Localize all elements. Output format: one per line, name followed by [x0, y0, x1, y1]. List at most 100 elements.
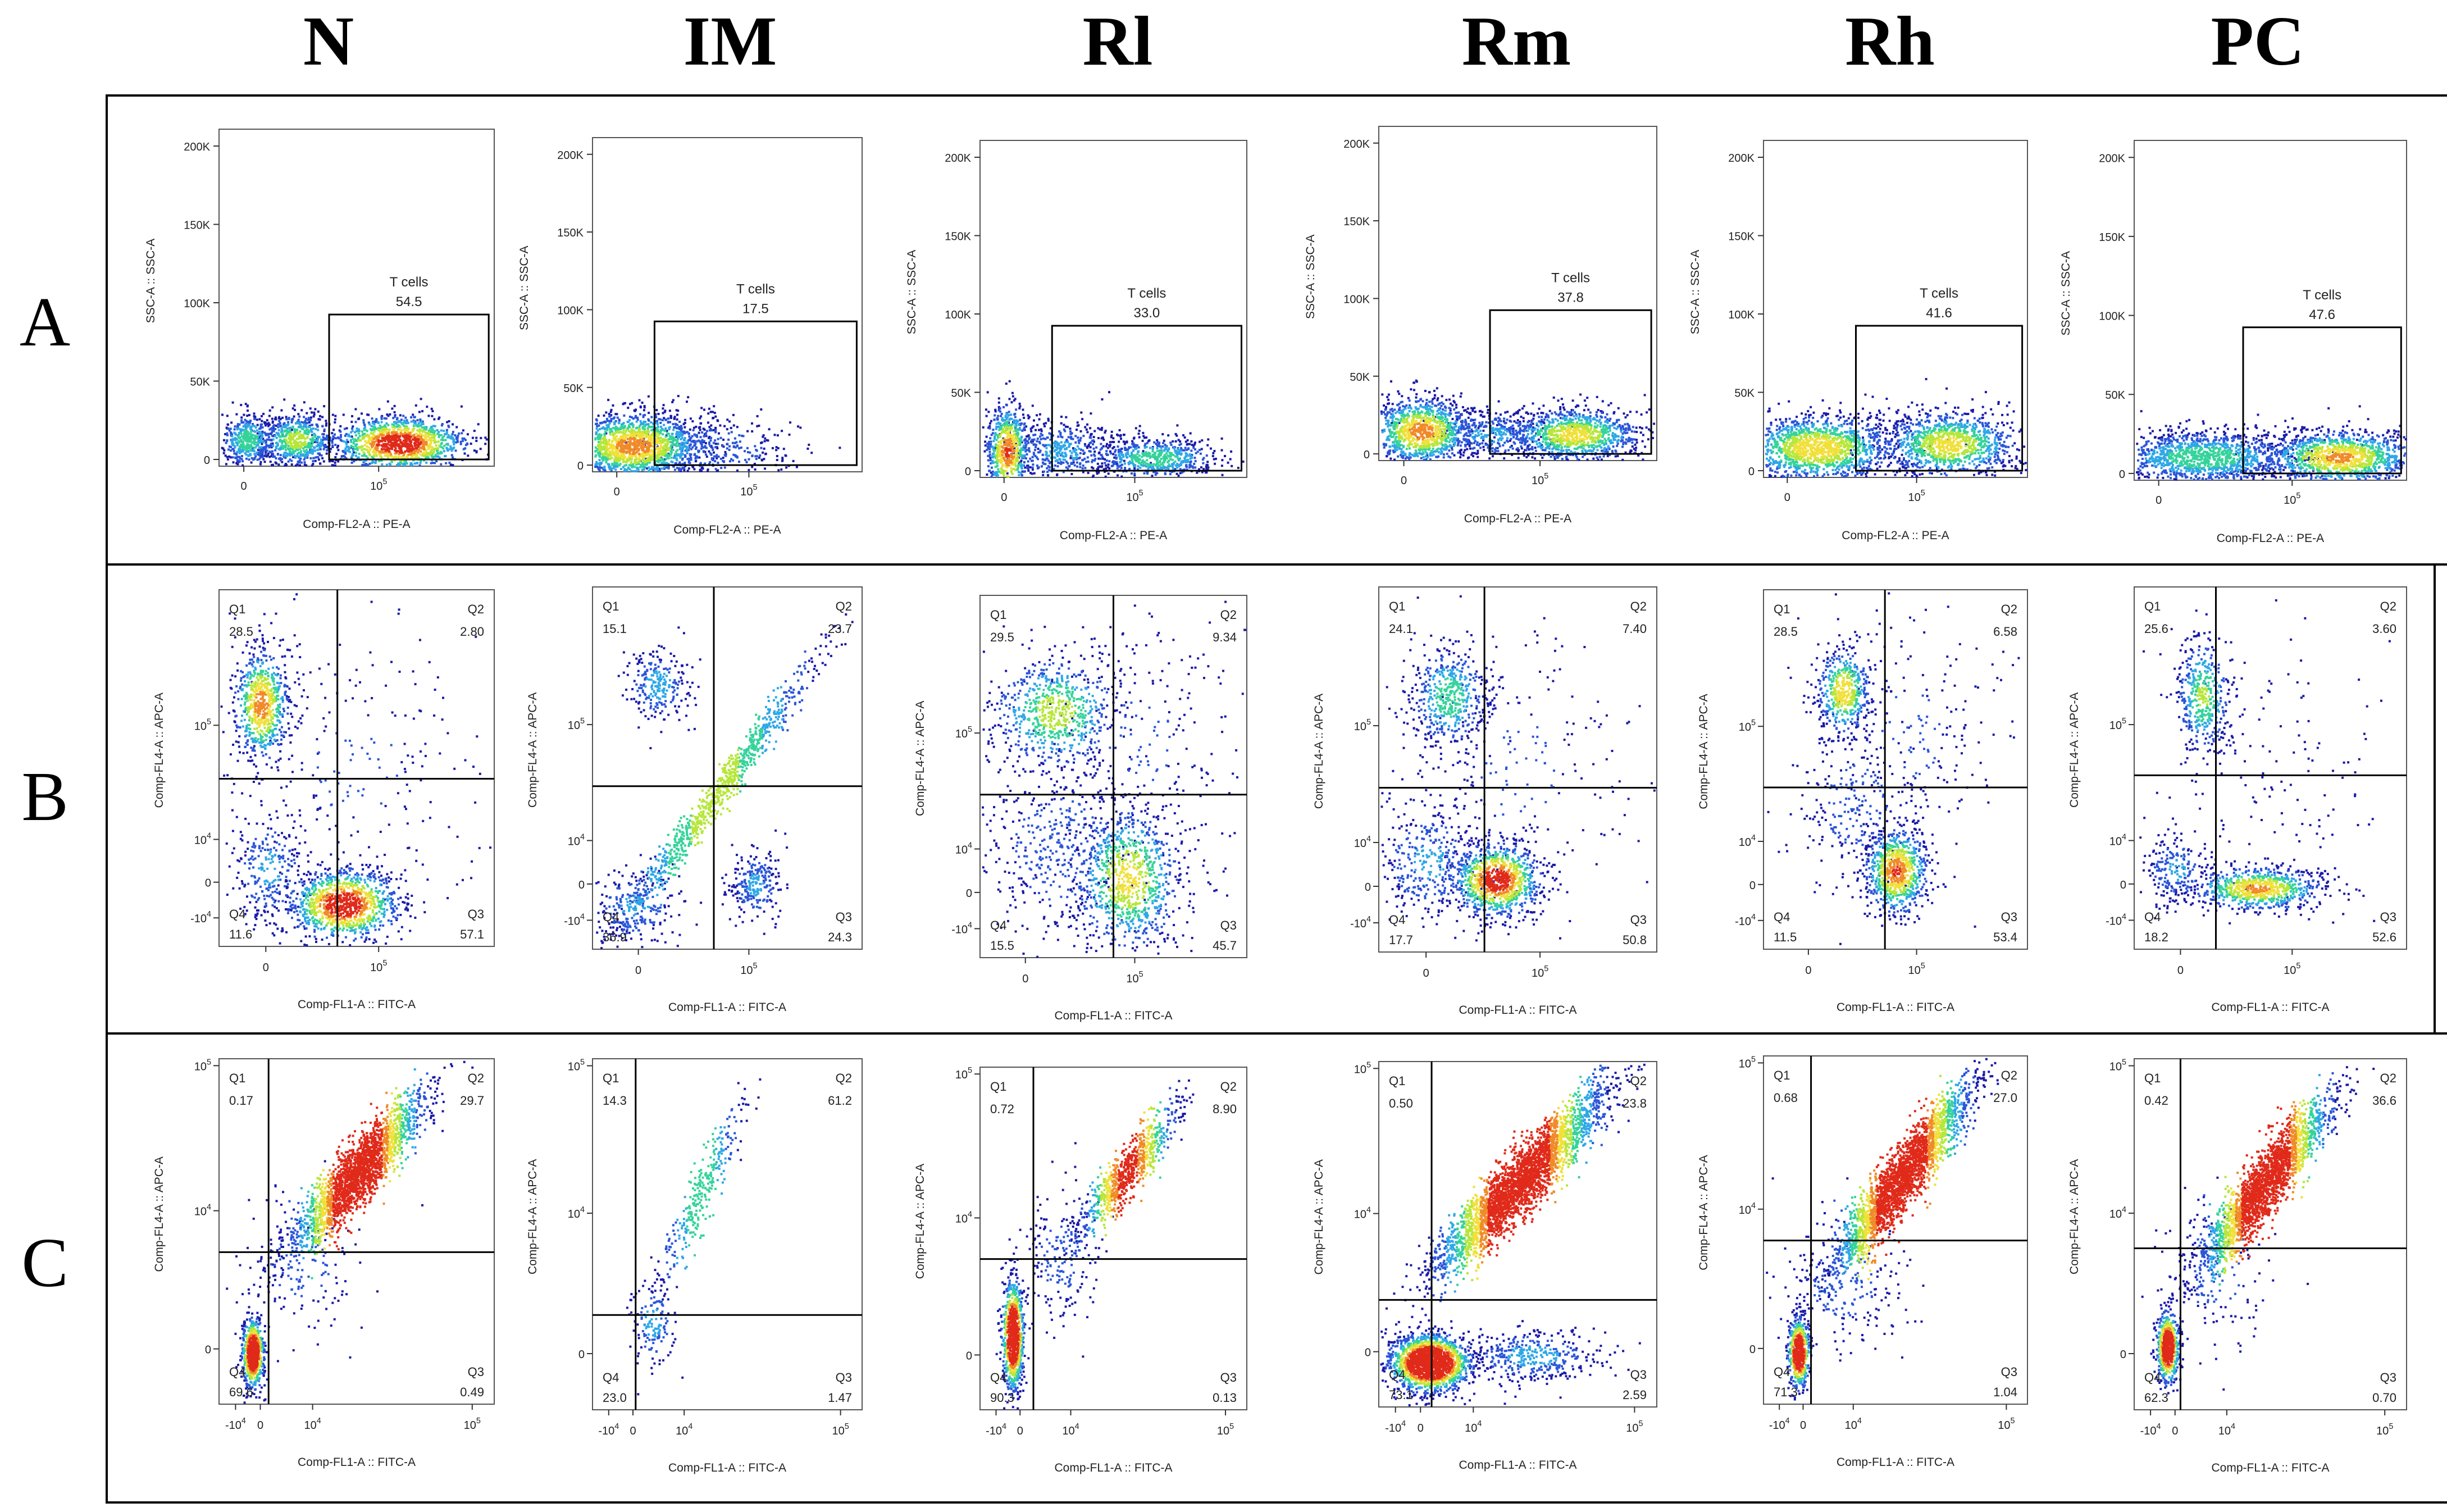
event-dot	[663, 404, 665, 406]
event-dot	[233, 452, 235, 454]
event-dot	[232, 402, 234, 404]
event-dot	[696, 440, 698, 443]
event-dot	[452, 423, 454, 426]
event-dot	[411, 421, 413, 423]
event-dot	[441, 424, 443, 426]
event-dot	[692, 429, 695, 431]
event-dot	[420, 398, 422, 400]
event-dot	[316, 445, 318, 448]
event-dot	[240, 404, 242, 406]
event-dot	[669, 409, 671, 412]
event-dot	[339, 425, 341, 427]
event-dot	[313, 415, 315, 417]
event-dot	[443, 430, 445, 432]
event-dot	[331, 432, 333, 434]
event-dot	[371, 425, 373, 427]
event-dot	[650, 416, 653, 418]
event-dot	[718, 432, 720, 435]
event-dot	[331, 444, 334, 447]
event-dot	[443, 450, 445, 452]
event-dot	[403, 425, 405, 427]
event-dot	[755, 458, 758, 460]
event-dot	[714, 431, 717, 434]
event-dot	[381, 418, 383, 420]
event-dot	[446, 421, 448, 423]
event-dot	[687, 470, 689, 472]
event-dot	[785, 454, 787, 457]
event-dot	[698, 427, 700, 429]
event-dot	[381, 463, 383, 466]
event-dot	[635, 470, 637, 472]
event-dot	[387, 400, 389, 403]
event-dot	[740, 447, 742, 449]
event-dot	[682, 467, 685, 469]
event-dot	[726, 428, 728, 430]
event-dot	[722, 457, 724, 459]
event-dot	[762, 452, 764, 454]
event-dot	[393, 436, 395, 438]
event-dot	[375, 461, 377, 463]
event-dot	[706, 456, 708, 458]
event-dot	[398, 429, 400, 431]
event-dot	[359, 435, 361, 437]
event-dot	[731, 431, 733, 433]
event-dot	[613, 417, 615, 420]
event-dot	[473, 430, 476, 432]
event-dot	[310, 416, 312, 418]
event-dot	[663, 424, 665, 426]
event-dot	[760, 447, 762, 449]
event-dot	[713, 405, 715, 407]
event-dot	[230, 456, 232, 458]
event-dot	[629, 403, 631, 405]
event-dot	[334, 434, 336, 436]
event-dot	[691, 447, 694, 449]
event-dot	[443, 445, 445, 447]
event-dot	[626, 468, 628, 471]
event-dot	[378, 450, 380, 453]
event-dot	[789, 421, 791, 423]
event-dot	[705, 453, 707, 456]
event-dot	[426, 406, 428, 408]
event-dot	[714, 446, 717, 448]
event-dot	[371, 417, 373, 420]
event-dot	[683, 426, 686, 429]
event-dot	[726, 418, 728, 421]
event-dot	[412, 414, 414, 416]
event-dot	[256, 429, 258, 431]
event-dot	[634, 410, 636, 412]
event-dot	[759, 454, 761, 457]
event-dot	[233, 443, 235, 445]
event-dot	[708, 408, 710, 410]
event-dot	[394, 405, 396, 407]
event-dot	[448, 434, 450, 436]
event-dot	[438, 434, 440, 436]
event-dot	[351, 415, 353, 417]
event-dot	[634, 417, 636, 419]
event-dot	[425, 438, 427, 440]
event-dot	[774, 434, 776, 436]
event-dot	[694, 434, 696, 436]
event-dot	[271, 435, 274, 437]
event-dot	[477, 423, 480, 425]
event-dot	[285, 452, 287, 454]
event-dot	[352, 453, 354, 456]
event-dot	[724, 467, 726, 469]
column-header-rm: Rm	[1462, 3, 1571, 80]
event-dot	[717, 470, 719, 472]
event-dot	[761, 459, 763, 461]
event-dot	[325, 420, 327, 422]
event-dot	[268, 415, 271, 417]
event-dot	[738, 434, 740, 436]
event-dot	[410, 416, 412, 418]
event-dot	[271, 464, 273, 466]
event-dot	[703, 435, 705, 438]
event-dot	[323, 448, 325, 450]
event-dot	[326, 449, 328, 452]
event-dot	[344, 428, 346, 430]
event-dot	[385, 453, 388, 456]
event-dot	[319, 415, 321, 417]
event-dot	[384, 440, 386, 442]
event-dot	[751, 430, 753, 432]
event-dot	[388, 415, 390, 417]
event-dot	[330, 448, 332, 450]
